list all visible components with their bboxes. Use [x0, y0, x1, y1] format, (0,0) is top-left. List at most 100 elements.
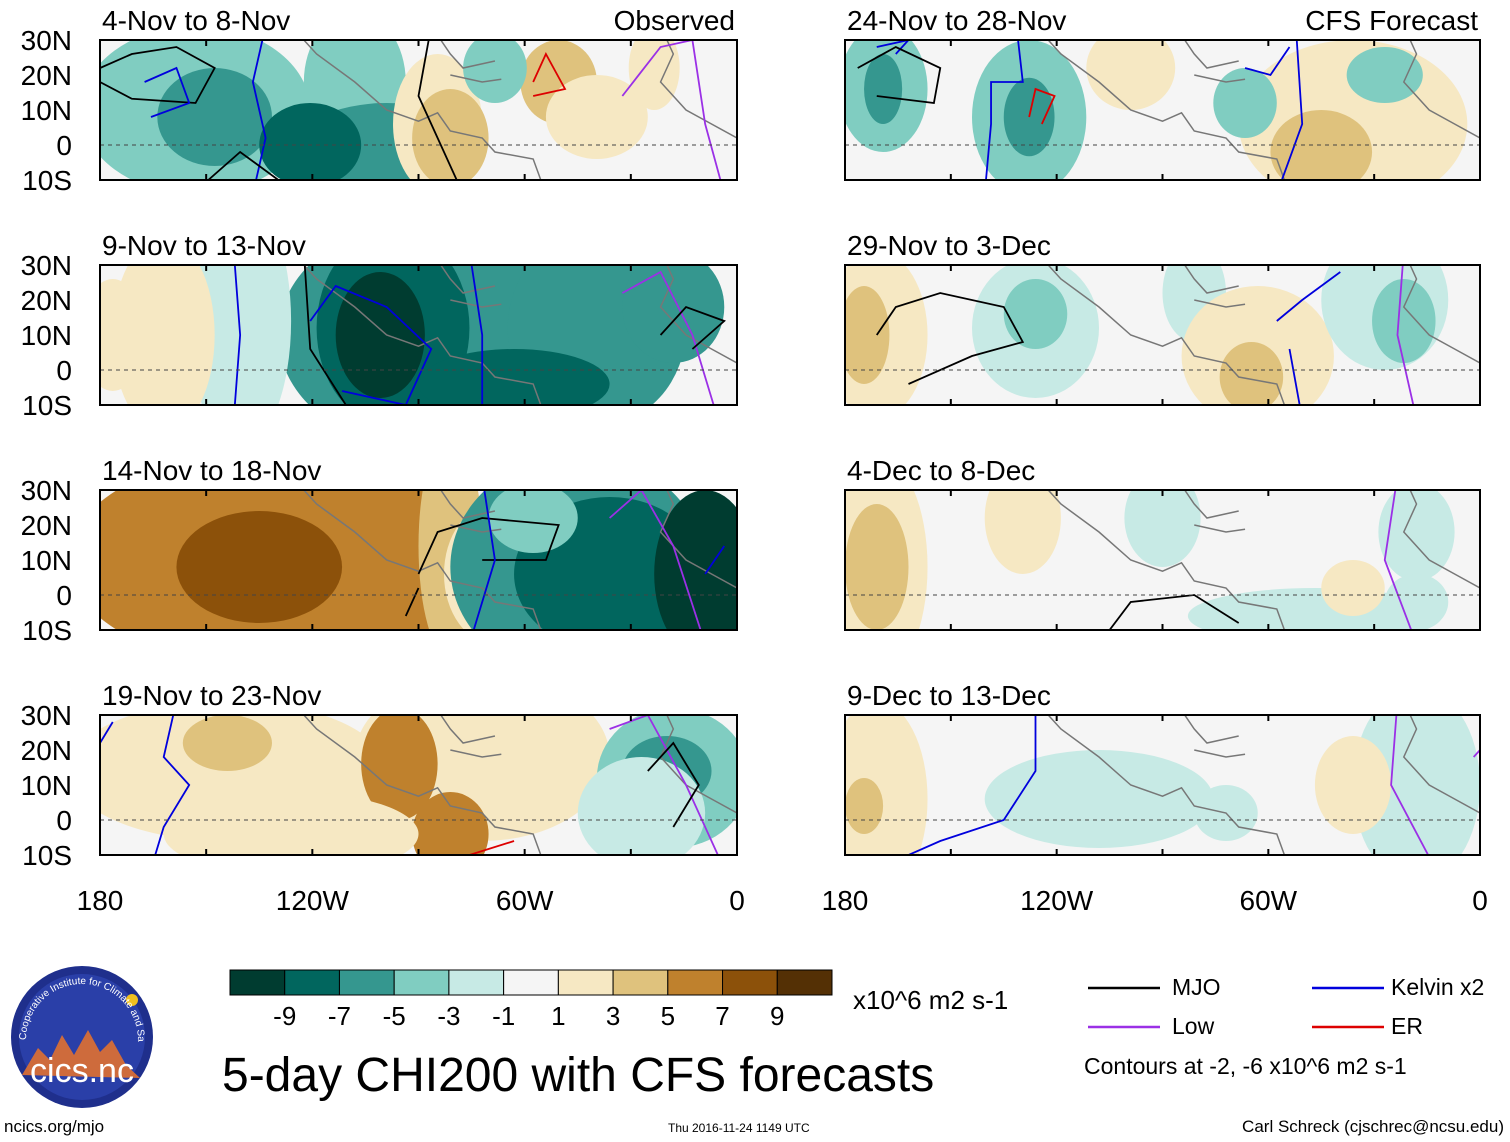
- colorbar-label: 7: [715, 1001, 729, 1031]
- coastline: [659, 715, 737, 814]
- contour-line: [621, 270, 715, 405]
- shading-area: [1378, 490, 1455, 581]
- lat-tick-label: 0: [56, 805, 72, 836]
- shading-area: [845, 778, 884, 834]
- contour-line: [1383, 490, 1413, 630]
- credit: Carl Schreck (cjschrec@ncsu.edu): [1242, 1117, 1504, 1136]
- contour-line: [1108, 594, 1240, 630]
- lat-tick-label: 10S: [22, 840, 72, 871]
- shading-area: [1219, 342, 1284, 405]
- coastline: [439, 490, 496, 519]
- shading-area: [545, 75, 648, 159]
- colorbar-label: -9: [273, 1001, 296, 1031]
- lat-tick-label: 30N: [21, 25, 72, 56]
- coastline: [450, 524, 502, 533]
- map-panel: 24-Nov to 28-Nov CFS Forecast: [844, 5, 1481, 181]
- timestamp: Thu 2016-11-24 1149 UTC: [668, 1121, 810, 1135]
- colorbar-label: -1: [492, 1001, 515, 1031]
- contour-line: [1396, 265, 1415, 405]
- panel-type: Observed: [614, 5, 735, 36]
- contour-line: [621, 40, 722, 180]
- coastline: [1183, 715, 1239, 744]
- shading-area: [463, 40, 527, 103]
- coastline: [1194, 74, 1246, 83]
- coastline: [439, 265, 496, 294]
- panel-period: 9-Nov to 13-Nov: [102, 230, 306, 261]
- contour-line: [532, 51, 567, 97]
- colorbar-label: 3: [606, 1001, 620, 1031]
- lat-tick-label: 30N: [21, 700, 72, 731]
- map-panel: 4-Dec to 8-Dec: [844, 455, 1481, 631]
- units-label: x10^6 m2 s-1: [853, 985, 1009, 1015]
- colorbar-label: -5: [383, 1001, 406, 1031]
- colorbar-swatch: [229, 969, 286, 996]
- contour-line: [469, 840, 515, 855]
- panel-period: 9-Dec to 13-Dec: [847, 680, 1051, 711]
- colorbar-swatch: [776, 969, 833, 996]
- lon-tick-label: 120W: [1020, 885, 1094, 916]
- shading-area: [259, 103, 362, 180]
- lat-tick-label: 20N: [21, 60, 72, 91]
- coastline: [302, 40, 542, 180]
- panel-period: 19-Nov to 23-Nov: [102, 680, 321, 711]
- shading-area: [1086, 40, 1176, 110]
- coastline: [302, 265, 542, 405]
- lon-tick-label: 0: [1472, 885, 1488, 916]
- shading-area: [864, 54, 903, 124]
- lat-tick-label: 10N: [21, 320, 72, 351]
- contour-line: [207, 150, 279, 180]
- colorbar-label: -7: [328, 1001, 351, 1031]
- colorbar-label: -3: [437, 1001, 460, 1031]
- shading-area: [1372, 279, 1436, 363]
- contour-line: [417, 517, 560, 575]
- lat-tick-label: 10S: [22, 390, 72, 421]
- coastline: [659, 40, 737, 139]
- lon-tick-label: 180: [77, 885, 124, 916]
- colorbar-label: 1: [551, 1001, 565, 1031]
- colorbar-swatch: [612, 969, 669, 996]
- shading-area: [984, 490, 1061, 574]
- contour-line: [404, 587, 420, 617]
- panel-type: CFS Forecast: [1305, 5, 1478, 36]
- shading-area: [157, 68, 272, 166]
- contour-line: [470, 265, 484, 405]
- site-url: ncics.org/mjo: [4, 1117, 105, 1136]
- shading-area: [845, 286, 890, 384]
- shading-area: [1213, 68, 1277, 138]
- map-panel: 14-Nov to 18-Nov 30N 20N 10N 0 10S: [21, 455, 738, 646]
- lat-tick-label: 30N: [21, 250, 72, 281]
- contour-line: [647, 741, 700, 828]
- colorbar: -9 -7 -5 -3 -1 1 3 5 7 9: [229, 969, 833, 1031]
- shading-area: [1124, 490, 1201, 567]
- lat-tick-label: 10S: [22, 615, 72, 646]
- lat-tick-label: 10N: [21, 545, 72, 576]
- shading-area: [1384, 574, 1449, 630]
- coastline: [1194, 524, 1246, 533]
- shading-area: [163, 792, 419, 855]
- contour-line: [100, 46, 216, 104]
- coastline: [1194, 299, 1246, 308]
- coastline: [1047, 265, 1286, 405]
- coastline: [1402, 40, 1480, 139]
- shading-area: [1314, 736, 1392, 834]
- panel-period: 29-Nov to 3-Dec: [847, 230, 1051, 261]
- legend-label-kelvin: Kelvin x2: [1391, 974, 1485, 1000]
- lat-tick-label: 30N: [21, 475, 72, 506]
- shading-area: [182, 715, 272, 771]
- coastline: [439, 40, 496, 69]
- coastline: [1402, 715, 1480, 814]
- shading-area: [984, 750, 1214, 848]
- shading-area: [335, 272, 425, 398]
- coastline: [1183, 490, 1239, 519]
- coastline: [450, 299, 502, 308]
- colorbar-swatch: [448, 969, 505, 996]
- contour-line: [985, 40, 1024, 180]
- coastline: [450, 749, 502, 758]
- legend-label-mjo: MJO: [1172, 974, 1221, 1000]
- contour-line: [303, 265, 347, 405]
- coastline: [439, 715, 496, 744]
- contour-line: [309, 284, 433, 405]
- contour-line: [704, 545, 726, 575]
- legend-lines: [1088, 986, 1384, 1029]
